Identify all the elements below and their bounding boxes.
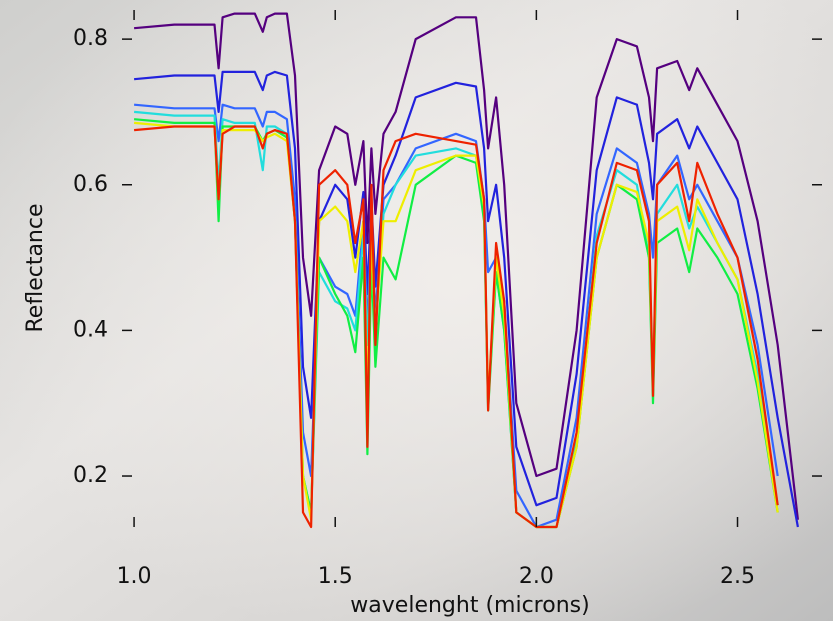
x-tick-label: 1.0	[117, 564, 152, 589]
spectrum-line	[133, 70, 799, 528]
y-tick-label: 0.2	[73, 463, 108, 488]
spectrum-line	[134, 125, 779, 529]
x-tick-label: 1.5	[318, 564, 353, 589]
y-tick-label: 0.6	[73, 172, 108, 197]
x-axis-label: wavelenght (microns)	[350, 593, 589, 618]
x-tick-label: 2.0	[519, 564, 554, 589]
spectrum-line	[134, 103, 779, 529]
y-tick-label: 0.4	[73, 317, 108, 342]
y-tick-label: 0.8	[73, 26, 108, 51]
y-axis-label: Reflectance	[23, 203, 48, 332]
x-tick-label: 2.5	[720, 564, 755, 589]
plot-area	[133, 12, 799, 529]
spectrum-line	[134, 12, 799, 520]
